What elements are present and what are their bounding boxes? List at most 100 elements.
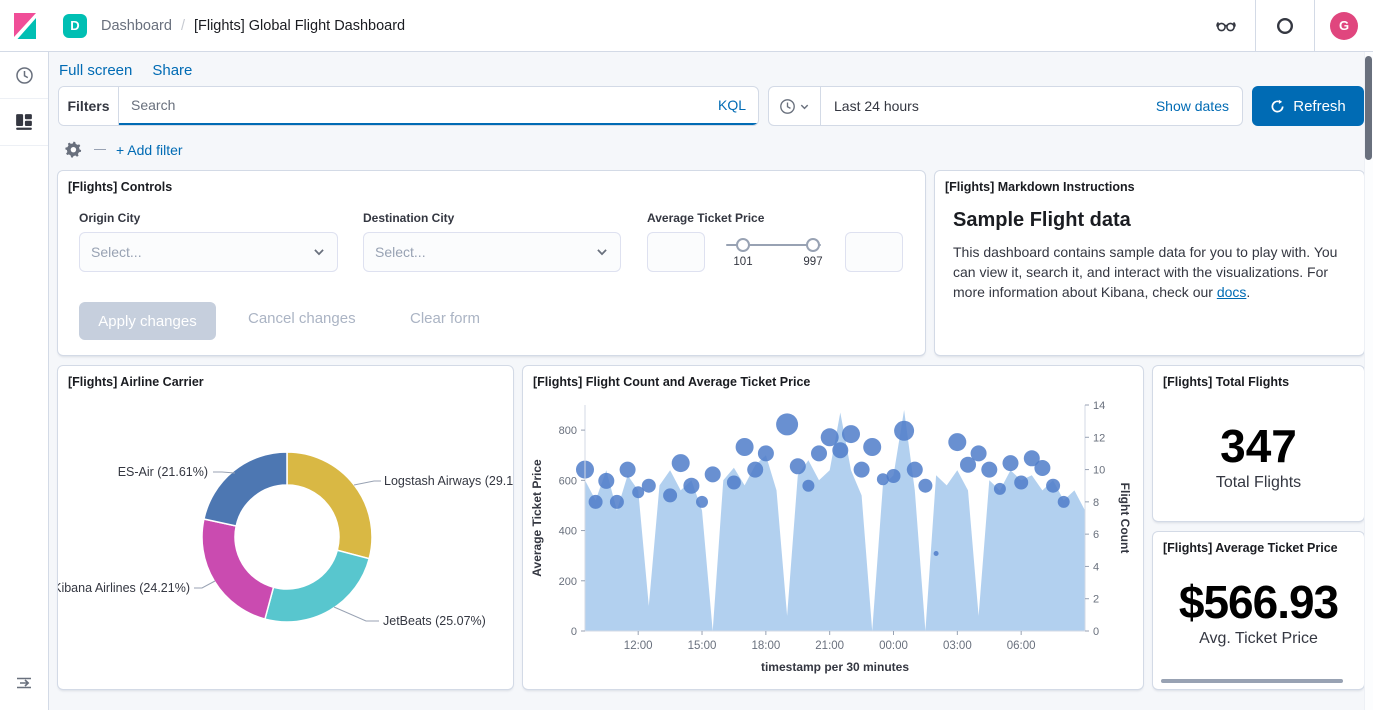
metrics-column: [Flights] Total Flights 347 Total Flight…: [1152, 365, 1365, 690]
help-icon[interactable]: [1271, 12, 1299, 40]
panel-title: [Flights] Controls: [68, 180, 173, 194]
page-scrollbar-track[interactable]: [1364, 52, 1373, 710]
svg-text:21:00: 21:00: [815, 640, 844, 652]
svg-text:6: 6: [1093, 529, 1099, 541]
svg-text:0: 0: [1093, 626, 1099, 638]
destination-city-select[interactable]: Select...: [363, 232, 621, 272]
svg-text:Average Ticket Price: Average Ticket Price: [530, 459, 544, 577]
slider-max-value: 997: [803, 256, 823, 268]
breadcrumb-separator: /: [180, 17, 185, 34]
total-flights-value: 347: [1220, 420, 1297, 472]
kibana-logo[interactable]: [0, 0, 50, 52]
svg-text:14: 14: [1093, 400, 1105, 412]
svg-text:15:00: 15:00: [688, 640, 717, 652]
filters-button[interactable]: Filters: [59, 87, 119, 125]
search-input[interactable]: [119, 87, 706, 123]
show-dates-link[interactable]: Show dates: [1155, 98, 1229, 114]
space-badge[interactable]: D: [63, 13, 87, 38]
chevron-down-icon: [800, 104, 809, 109]
svg-text:Flight Count: Flight Count: [1118, 483, 1132, 554]
price-min-input[interactable]: [647, 232, 705, 272]
panel-flights-controls: [Flights] Controls Origin City Destinati…: [57, 170, 926, 356]
avg-ticket-price-label: Avg. Ticket Price: [1199, 629, 1318, 647]
header-section-user: G: [1314, 0, 1373, 51]
dashboard-action-row: Full screen Share: [49, 52, 1373, 86]
slider-track[interactable]: [726, 244, 821, 246]
svg-text:06:00: 06:00: [1007, 640, 1036, 652]
markdown-heading: Sample Flight data: [953, 209, 1131, 231]
clear-form-button[interactable]: Clear form: [410, 310, 481, 327]
dashboard-app-icon[interactable]: [0, 99, 48, 145]
share-link[interactable]: Share: [152, 62, 193, 79]
svg-text:ES-Air (21.61%): ES-Air (21.61%): [118, 465, 208, 479]
header-actions: G: [1197, 0, 1373, 51]
refresh-label: Refresh: [1293, 97, 1346, 115]
user-avatar[interactable]: G: [1330, 11, 1358, 40]
svg-text:400: 400: [559, 526, 577, 538]
breadcrumb-dashboard-link[interactable]: Dashboard: [101, 17, 172, 34]
search-zone: KQL: [119, 87, 758, 125]
apply-changes-button[interactable]: Apply changes: [79, 302, 216, 340]
sidebar-divider: [0, 98, 48, 99]
svg-text:2: 2: [1093, 594, 1099, 606]
svg-text:800: 800: [559, 425, 577, 437]
slider-thumb-max[interactable]: [806, 238, 820, 252]
svg-text:200: 200: [559, 576, 577, 588]
docs-link[interactable]: docs: [1216, 284, 1247, 300]
panel-flight-count-chart: [Flights] Flight Count and Average Ticke…: [522, 365, 1144, 690]
markdown-text: This dashboard contains sample data for …: [953, 244, 1338, 300]
goggles-icon[interactable]: [1212, 12, 1240, 40]
svg-text:00:00: 00:00: [879, 640, 908, 652]
svg-text:10: 10: [1093, 465, 1105, 477]
svg-text:Logstash Airways (29.11%): Logstash Airways (29.11%): [384, 474, 513, 488]
recently-viewed-icon[interactable]: [0, 52, 48, 98]
top-header: D Dashboard / [Flights] Global Flight Da…: [0, 0, 1373, 52]
markdown-body: This dashboard contains sample data for …: [953, 242, 1346, 302]
header-section-help: [1255, 0, 1314, 51]
slider-min-value: 101: [733, 256, 753, 268]
time-picker-button[interactable]: [769, 87, 821, 125]
refresh-button[interactable]: Refresh: [1252, 86, 1364, 126]
refresh-icon: [1271, 99, 1284, 112]
destination-city-label: Destination City: [363, 211, 455, 225]
filter-row-divider: [94, 149, 106, 150]
sidebar-divider: [0, 145, 48, 146]
markdown-text: .: [1246, 284, 1251, 300]
dashboard-grid: [Flights] Controls Origin City Destinati…: [49, 162, 1373, 698]
date-picker-group: Last 24 hours Show dates: [768, 86, 1243, 126]
page-scrollbar-thumb[interactable]: [1365, 56, 1372, 160]
svg-text:03:00: 03:00: [943, 640, 972, 652]
svg-text:600: 600: [559, 475, 577, 487]
collapse-nav-icon[interactable]: [0, 660, 48, 706]
price-max-input[interactable]: [845, 232, 903, 272]
panel-title: [Flights] Markdown Instructions: [945, 180, 1135, 194]
destination-city-placeholder: Select...: [375, 244, 426, 260]
origin-city-select[interactable]: Select...: [79, 232, 338, 272]
main-content: Full screen Share Filters KQL Last 24 ho…: [49, 0, 1373, 698]
app-sidebar: [0, 52, 49, 710]
price-range-slider: 101 997: [713, 232, 838, 272]
slider-thumb-min[interactable]: [736, 238, 750, 252]
search-bar-group: Filters KQL: [58, 86, 759, 126]
cancel-changes-button[interactable]: Cancel changes: [248, 310, 356, 327]
svg-text:8: 8: [1093, 497, 1099, 509]
airline-carrier-donut-chart[interactable]: Logstash Airways (29.11%) JetBeats (25.07…: [58, 393, 513, 685]
full-screen-link[interactable]: Full screen: [59, 62, 133, 79]
flight-count-avg-price-chart[interactable]: 0 200 400 600 800 0 2 4 6 8 10 12 14 12:00 15:00 18:00 2…: [527, 393, 1139, 685]
svg-text:12:00: 12:00: [624, 640, 653, 652]
panel-airline-carrier: [Flights] Airline Carrier Logstash Airwa…: [57, 365, 514, 690]
panel-title: [Flights] Flight Count and Average Ticke…: [533, 375, 811, 389]
clock-icon: [780, 98, 795, 114]
svg-text:18:00: 18:00: [751, 640, 780, 652]
svg-text:Kibana Airlines (24.21%): Kibana Airlines (24.21%): [58, 581, 190, 595]
panel-horizontal-scrollbar[interactable]: [1161, 679, 1343, 683]
kql-selector[interactable]: KQL: [717, 97, 746, 113]
panel-title: [Flights] Average Ticket Price: [1163, 541, 1338, 555]
svg-text:timestamp per 30 minutes: timestamp per 30 minutes: [761, 660, 909, 674]
filter-settings-gear-icon[interactable]: [62, 139, 84, 161]
add-filter-link[interactable]: + Add filter: [116, 141, 183, 158]
query-bar: Filters KQL Last 24 hours Show dates: [49, 86, 1373, 126]
panel-title: [Flights] Airline Carrier: [68, 375, 204, 389]
time-range-text[interactable]: Last 24 hours: [834, 98, 919, 114]
chevron-down-icon: [314, 249, 324, 256]
